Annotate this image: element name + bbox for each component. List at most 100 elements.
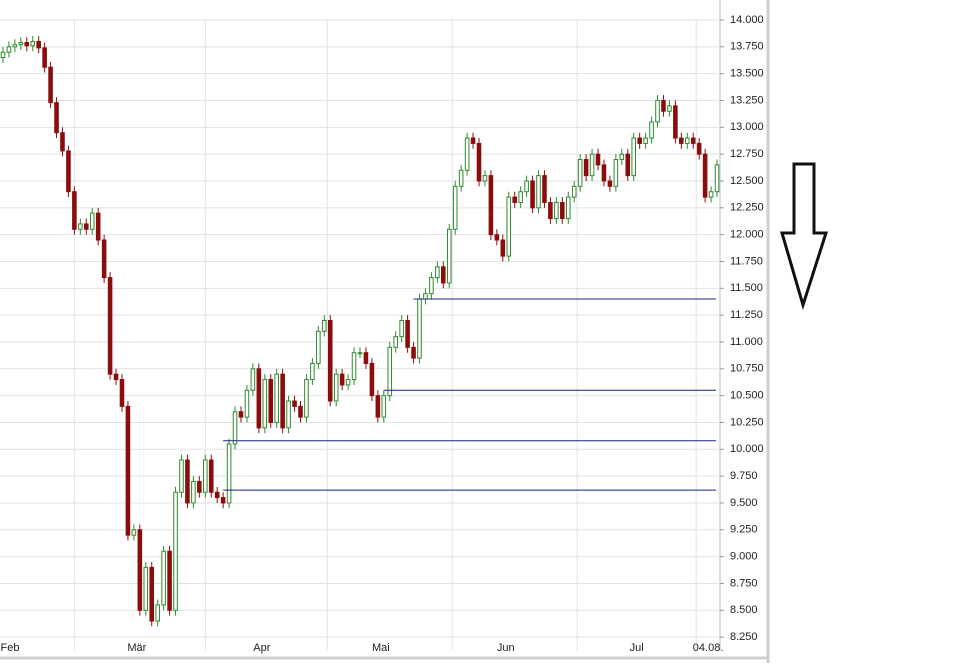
y-tick-label: 13.500: [730, 68, 764, 80]
candle-body: [625, 153, 631, 177]
candle-body: [0, 51, 6, 59]
candle-body: [464, 137, 470, 171]
candle-body: [542, 175, 547, 203]
candle-body: [12, 44, 18, 48]
candle-body: [387, 346, 393, 397]
x-tick-label: 04.08.: [693, 642, 724, 654]
candle-body: [161, 550, 166, 606]
candle-body: [702, 153, 708, 198]
candle-body: [417, 298, 422, 359]
candle-body: [429, 277, 434, 295]
candle-body: [679, 137, 684, 144]
candle-body: [345, 379, 351, 386]
candle-body: [95, 212, 101, 241]
y-tick-label: 10.750: [730, 363, 764, 375]
candle-body: [327, 320, 333, 402]
candle-body: [399, 320, 404, 338]
candle-body: [42, 47, 47, 68]
candle-body: [589, 153, 595, 177]
candle-body: [690, 137, 696, 144]
y-tick-label: 11.500: [730, 282, 763, 294]
candle-body: [339, 373, 345, 386]
candle-body: [441, 266, 446, 284]
candle-body: [708, 191, 714, 198]
candle-body: [446, 228, 452, 284]
candle-body: [203, 459, 208, 493]
x-tick-label: Jul: [630, 642, 644, 654]
candle-body: [125, 405, 131, 536]
candle-body: [583, 159, 589, 177]
y-tick-label: 13.250: [730, 94, 764, 106]
candle-body: [197, 480, 202, 493]
candle-body: [411, 346, 416, 359]
candle-body: [238, 411, 244, 418]
y-tick-label: 12.750: [730, 148, 764, 160]
candle-body: [601, 164, 607, 182]
candle-body: [131, 529, 137, 536]
candle-body: [36, 40, 41, 49]
x-tick-label: Mai: [372, 642, 390, 654]
candle-body: [83, 223, 89, 230]
candle-body: [286, 400, 291, 429]
chart-background: [0, 0, 768, 657]
candle-body: [322, 320, 327, 332]
candle-body: [113, 373, 119, 381]
candle-body: [256, 368, 262, 429]
candle-body: [613, 159, 619, 187]
candle-body: [226, 443, 232, 504]
candle-body: [54, 102, 59, 134]
y-tick-label: 8.750: [730, 577, 758, 589]
candle-body: [268, 379, 274, 423]
candle-body: [101, 239, 107, 279]
y-tick-label: 11.750: [730, 255, 763, 267]
candle-body: [185, 459, 190, 504]
candle-body: [137, 529, 143, 611]
candle-body: [571, 185, 577, 198]
candle-body: [78, 223, 83, 230]
candle-body: [649, 121, 654, 139]
y-tick-label: 10.250: [730, 416, 764, 428]
candle-body: [191, 480, 196, 504]
candle-body: [577, 159, 583, 187]
candle-body: [143, 566, 149, 611]
candle-body: [119, 379, 125, 407]
candle-body: [232, 411, 238, 445]
candle-body: [72, 191, 77, 230]
candle-body: [333, 373, 339, 402]
candle-body: [250, 368, 256, 391]
candle-body: [89, 212, 95, 230]
candle-body: [316, 330, 321, 364]
candle-body: [607, 180, 613, 187]
candle-body: [595, 153, 601, 166]
candle-body: [375, 395, 381, 418]
x-tick-label: Feb: [1, 642, 20, 654]
candle-body: [274, 373, 279, 423]
x-tick-label: Apr: [253, 642, 270, 654]
y-tick-label: 13.000: [730, 121, 764, 133]
candle-body: [423, 293, 428, 300]
candle-body: [714, 164, 720, 193]
candle-body: [518, 191, 523, 203]
y-tick-label: 10.000: [730, 443, 764, 455]
candle-body: [60, 132, 65, 152]
candle-body: [48, 66, 53, 104]
candle-body: [494, 234, 500, 241]
y-tick-label: 9.500: [730, 497, 758, 509]
y-tick-label: 11.000: [730, 336, 763, 348]
candle-body: [220, 497, 226, 504]
candle-body: [107, 277, 113, 375]
candle-body: [667, 105, 672, 112]
candle-body: [310, 362, 315, 381]
candle-body: [304, 379, 309, 418]
candle-body: [684, 137, 690, 144]
candle-body: [696, 142, 702, 155]
candle-body: [512, 196, 517, 203]
candle-body: [637, 137, 642, 144]
candles: [0, 36, 720, 627]
y-tick-label: 8.500: [730, 604, 758, 616]
candle-body: [643, 137, 648, 144]
candle-body: [357, 352, 363, 355]
candle-body: [435, 266, 440, 279]
candle-body: [524, 180, 529, 193]
